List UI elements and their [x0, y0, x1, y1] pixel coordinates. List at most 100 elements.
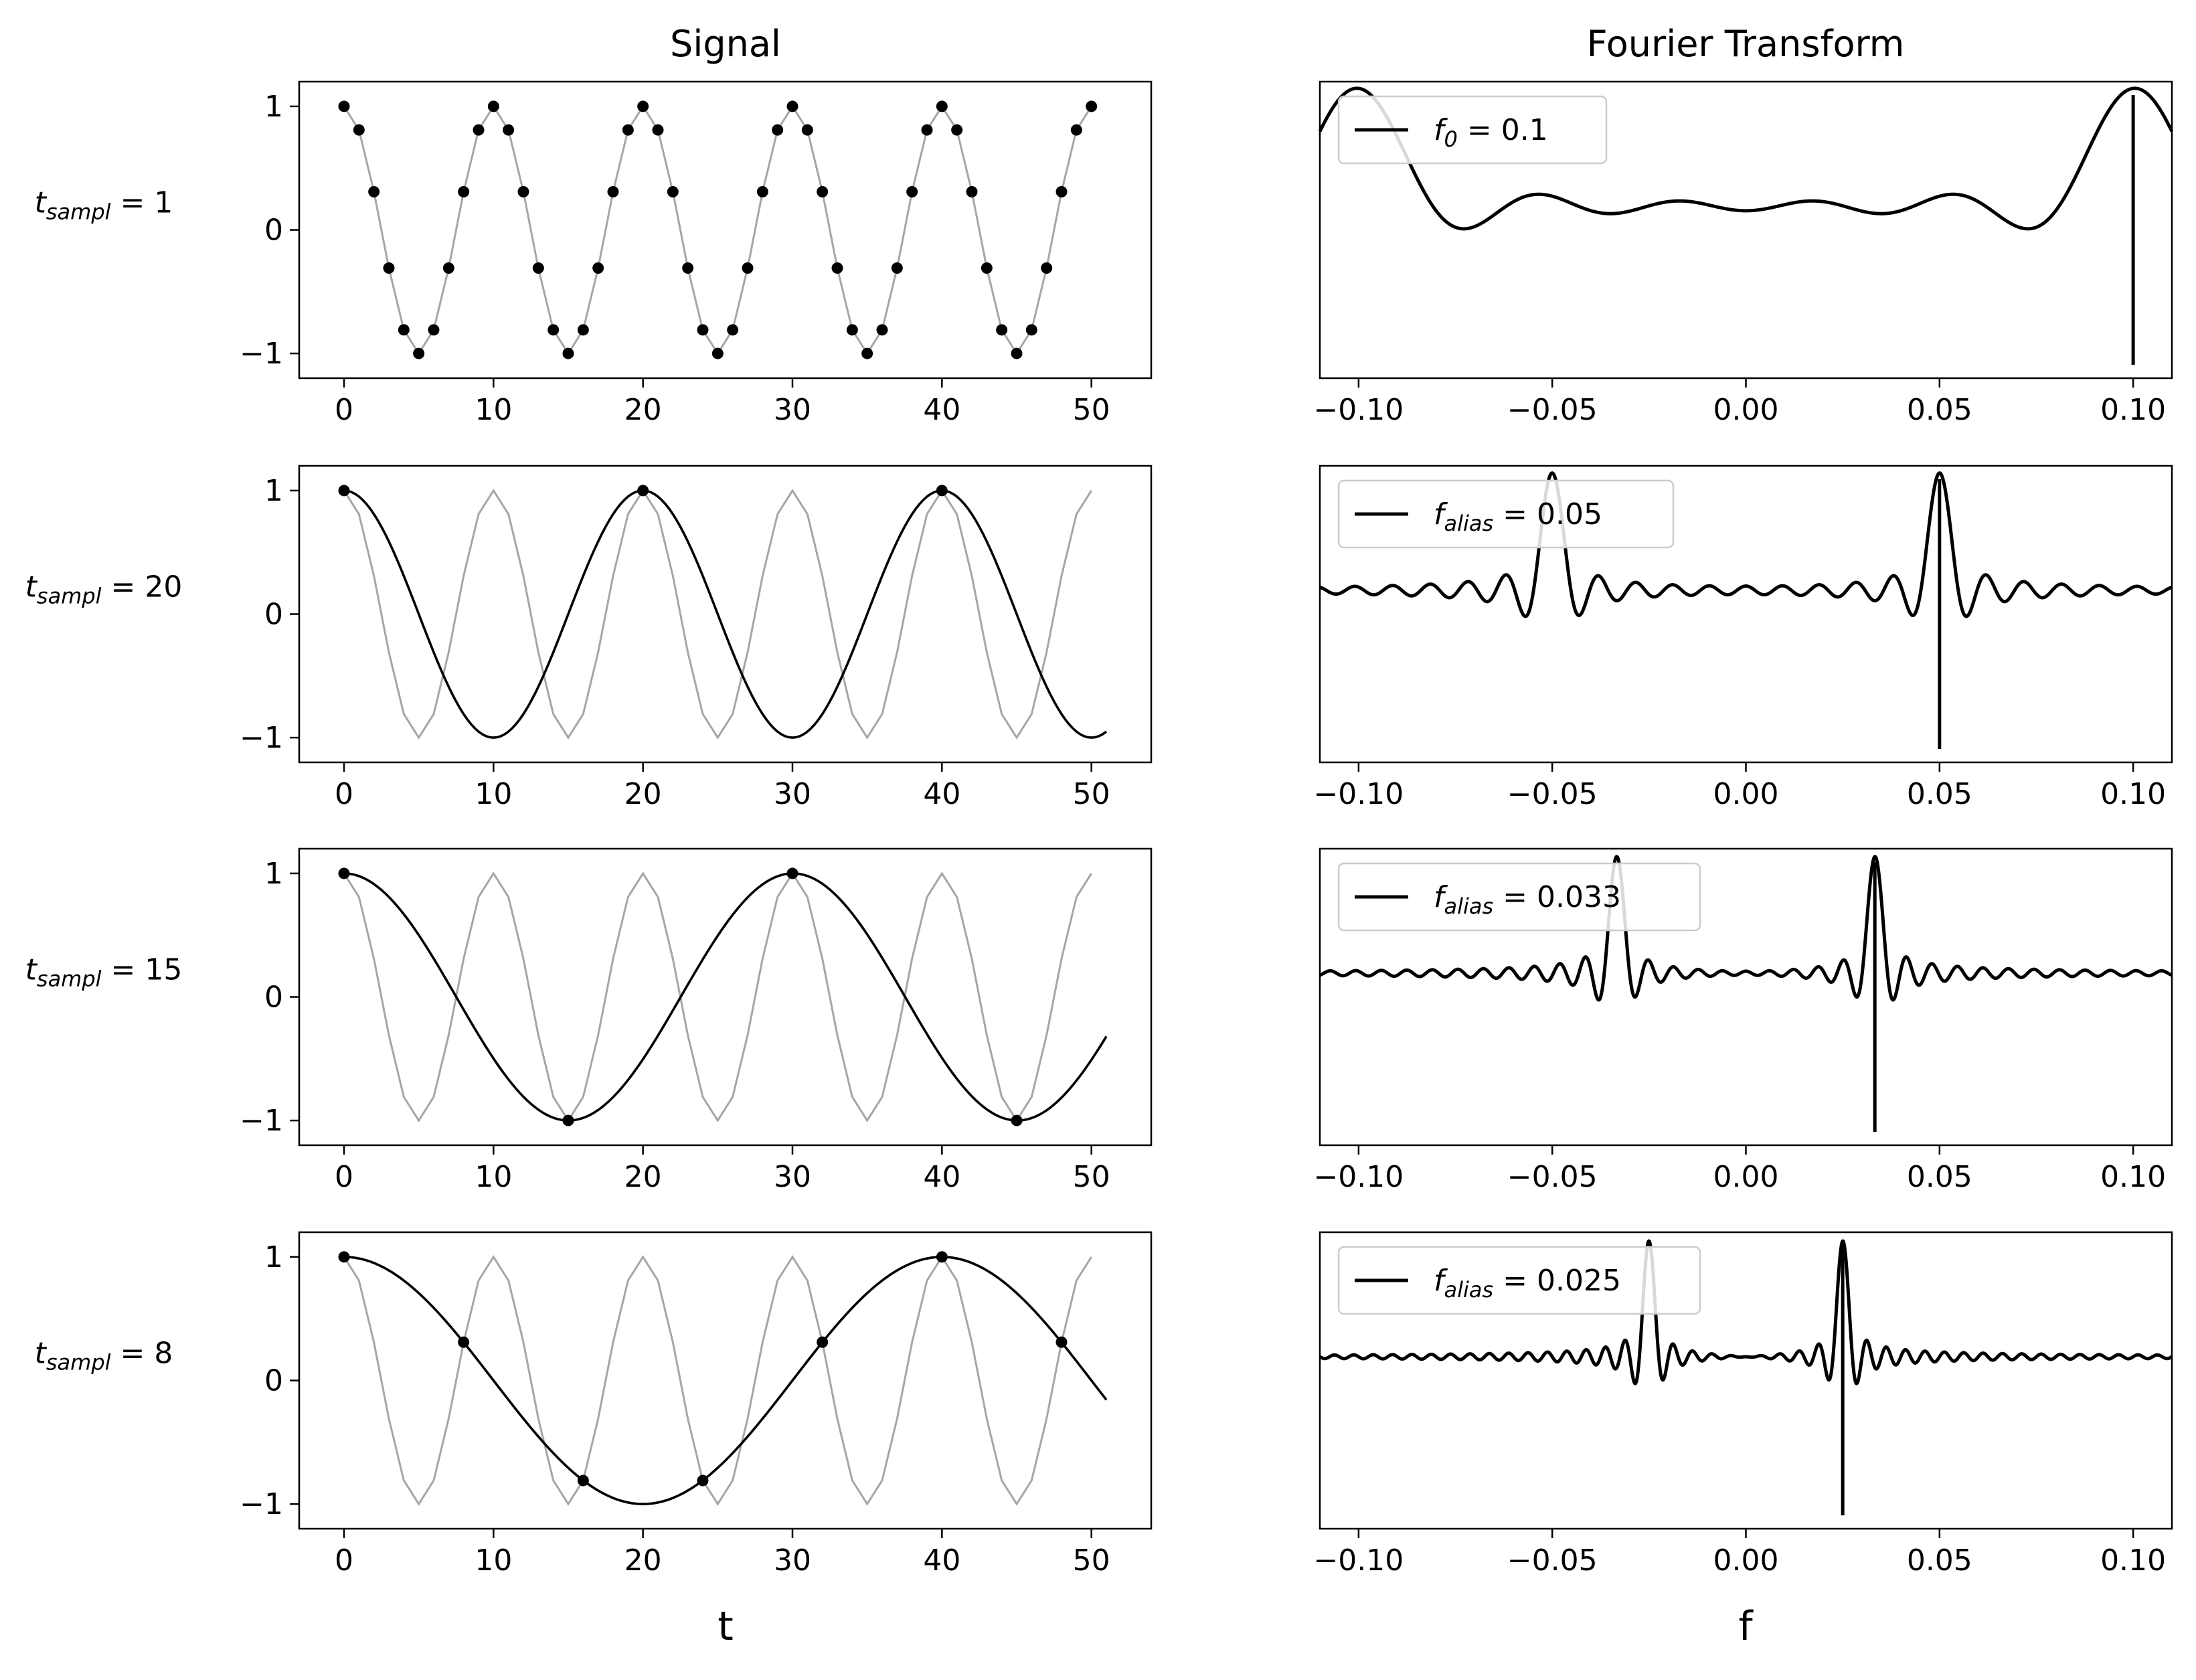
- alias-signal-line: [343, 489, 1108, 739]
- x-tick-label: 0.05: [1907, 1160, 1972, 1194]
- x-tick-label: 0: [335, 1543, 353, 1578]
- axes-frame: [298, 465, 1153, 764]
- y-tick-label: 0: [264, 1364, 283, 1398]
- x-tick-label: 0.10: [2100, 777, 2166, 811]
- x-tick-label: 50: [1073, 1543, 1110, 1578]
- original-signal-line: [343, 104, 1092, 355]
- x-tick-label: 40: [923, 777, 960, 811]
- sample-point: [547, 324, 560, 336]
- legend-box: [1337, 95, 1608, 165]
- x-tick-label: 0.00: [1713, 1160, 1779, 1194]
- signal-column-title: Signal: [670, 23, 781, 65]
- sample-point: [637, 485, 649, 497]
- y-tick-label: −1: [240, 337, 283, 371]
- row-label: tsampl = 15: [25, 953, 183, 992]
- axes-frame: [298, 847, 1153, 1147]
- x-tick-label: 20: [624, 777, 662, 811]
- row-label: tsampl = 20: [25, 570, 183, 609]
- sample-point: [338, 100, 350, 112]
- sample-point: [682, 262, 694, 274]
- x-tick-label: 10: [475, 1160, 512, 1194]
- y-tick-label: 1: [264, 90, 283, 124]
- x-tick-label: 20: [624, 1160, 662, 1194]
- x-tick-label: 10: [475, 393, 512, 427]
- x-tick-label: 0: [335, 1160, 353, 1194]
- axes-frame: [1319, 847, 2173, 1147]
- sample-point: [697, 324, 709, 336]
- sample-point: [936, 1251, 948, 1263]
- x-tick-label: 40: [923, 1160, 960, 1194]
- sample-point: [458, 185, 470, 197]
- sample-point: [756, 185, 768, 197]
- axes-frame: [1319, 80, 2173, 380]
- fourier-panel-3: −0.10 −0.05 0.00 0.05 0.10 falias = 0.033: [1313, 847, 2173, 1194]
- sample-point: [697, 1475, 709, 1487]
- y-tick-label: 1: [264, 474, 283, 508]
- y-tick-label: 0: [264, 981, 283, 1015]
- y-tick-label: −1: [240, 721, 283, 755]
- y-tick-label: 1: [264, 1240, 283, 1274]
- sample-point: [637, 100, 649, 112]
- original-signal-line: [343, 871, 1092, 1122]
- alias-signal-line: [343, 1256, 1108, 1505]
- sample-point: [562, 1114, 574, 1126]
- sample-point: [786, 100, 798, 112]
- x-tick-label: 0.10: [2100, 1160, 2166, 1194]
- x-tick-label: −0.05: [1507, 1160, 1598, 1194]
- spectrum-line: [1319, 855, 2173, 1002]
- sample-point: [1011, 1114, 1023, 1126]
- axes-frame: [298, 1231, 1153, 1530]
- x-tick-label: 30: [774, 1160, 811, 1194]
- x-tick-label: 0: [335, 393, 353, 427]
- legend-label: falias = 0.05: [1434, 497, 1602, 536]
- x-tick-label: 0.00: [1713, 1543, 1779, 1578]
- sample-point: [936, 485, 948, 497]
- x-tick-label: −0.05: [1507, 777, 1598, 811]
- fourier-panel-2: −0.10 −0.05 0.00 0.05 0.10 falias = 0.05: [1313, 465, 2173, 811]
- x-tick-label: 30: [774, 777, 811, 811]
- sample-point: [338, 1251, 350, 1263]
- x-tick-label: −0.10: [1313, 777, 1404, 811]
- sample-point: [906, 185, 918, 197]
- sample-point: [473, 124, 485, 136]
- x-tick-label: −0.10: [1313, 1160, 1404, 1194]
- sample-point: [936, 100, 948, 112]
- sample-point: [727, 324, 739, 336]
- fourier-panel-4: −0.10 −0.05 0.00 0.05 0.10 falias = 0.025: [1313, 1231, 2173, 1578]
- original-signal-line: [343, 1255, 1092, 1506]
- x-tick-label: −0.05: [1507, 393, 1598, 427]
- sample-point: [891, 262, 903, 274]
- sample-point: [951, 124, 963, 136]
- sample-point: [503, 124, 515, 136]
- y-tick-label: −1: [240, 1487, 283, 1521]
- legend-box: [1337, 479, 1675, 549]
- sample-point: [711, 347, 724, 359]
- sample-point: [577, 1475, 589, 1487]
- legend: f0 = 0.1: [1337, 95, 1608, 165]
- sample-point: [428, 324, 440, 336]
- sample-point: [577, 324, 589, 336]
- x-tick-label: 10: [475, 1543, 512, 1578]
- x-tick-label: 20: [624, 393, 662, 427]
- sample-point: [742, 262, 754, 274]
- x-tick-label: 0.05: [1907, 1543, 1972, 1578]
- legend: falias = 0.025: [1337, 1246, 1701, 1315]
- fourier-x-axis-title: f: [1738, 1603, 1754, 1650]
- sample-point: [487, 100, 499, 112]
- legend-label: falias = 0.033: [1434, 880, 1621, 919]
- sample-point: [517, 185, 529, 197]
- sample-point: [667, 185, 679, 197]
- axes-frame: [298, 80, 1153, 380]
- y-tick-label: −1: [240, 1104, 283, 1138]
- sample-point: [876, 324, 888, 336]
- sample-point: [1011, 347, 1023, 359]
- axes-frame: [1319, 1231, 2173, 1530]
- x-tick-label: 50: [1073, 777, 1110, 811]
- legend-box: [1337, 862, 1701, 932]
- y-tick-label: 1: [264, 857, 283, 891]
- x-tick-label: 30: [774, 393, 811, 427]
- x-tick-label: 40: [923, 1543, 960, 1578]
- x-tick-label: 20: [624, 1543, 662, 1578]
- original-signal-line: [343, 489, 1092, 740]
